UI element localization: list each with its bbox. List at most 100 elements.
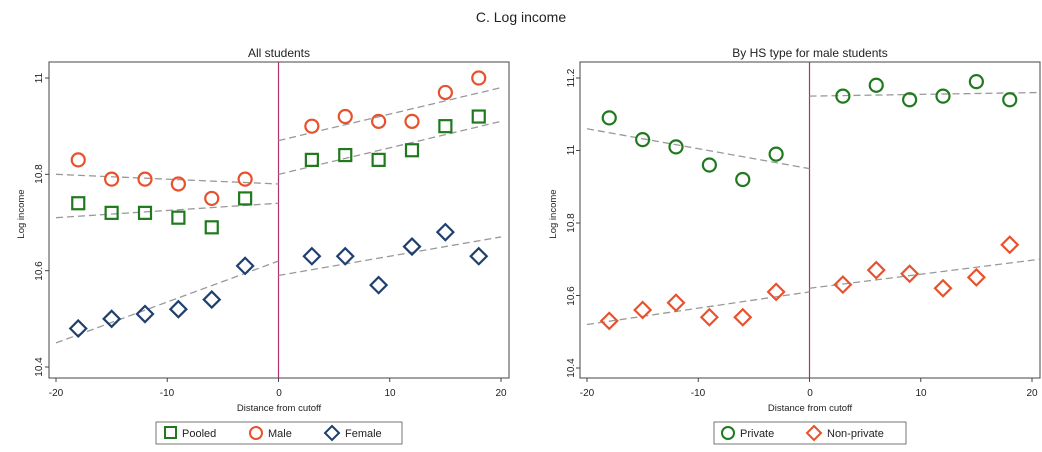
data-point — [171, 210, 186, 225]
data-point — [835, 88, 851, 104]
x-tick-label: 10 — [384, 388, 396, 399]
legend-label: Male — [268, 428, 292, 440]
y-tick-label: 11 — [34, 72, 45, 83]
data-point — [435, 222, 455, 242]
data-point — [1000, 235, 1020, 255]
data-point — [237, 171, 253, 187]
legend-circle-marker — [721, 426, 735, 440]
fit-line-right — [278, 236, 502, 277]
legend-box — [155, 421, 403, 445]
data-point — [404, 143, 420, 158]
data-point — [371, 152, 386, 167]
data-point — [935, 88, 951, 104]
x-tick-label: -20 — [49, 388, 64, 399]
data-point — [135, 304, 155, 324]
legend: Pooled Male Female — [155, 421, 403, 445]
legend-label: Female — [345, 428, 382, 440]
data-point — [668, 139, 684, 155]
data-point — [104, 171, 120, 187]
y-ticks: 10.4 10.6 10.8 11 — [34, 72, 45, 376]
data-point — [968, 74, 984, 90]
data-point — [766, 282, 786, 302]
data-point — [438, 119, 453, 134]
data-point — [868, 77, 884, 93]
data-point — [102, 309, 122, 329]
legend-circle-marker — [249, 426, 263, 440]
data-point — [833, 275, 853, 295]
chart-by-hs-type: By HS type for male students Log income … — [548, 46, 1041, 445]
data-point — [304, 152, 319, 167]
fit-line-left — [586, 291, 810, 326]
data-point — [404, 113, 420, 129]
y-ticks: 10.4 10.6 10.8 11 11.2 — [566, 68, 577, 378]
data-point — [202, 290, 222, 310]
fit-line-right — [809, 258, 1041, 289]
data-point — [733, 307, 753, 327]
data-point — [966, 267, 986, 287]
chart-title: By HS type for male students — [732, 46, 887, 60]
legend-box — [713, 421, 907, 445]
data-point — [735, 171, 751, 188]
data-point — [666, 293, 686, 313]
data-point — [369, 275, 389, 295]
data-point — [170, 176, 186, 192]
data-point — [402, 237, 422, 257]
data-point — [70, 152, 86, 168]
data-point — [302, 246, 322, 266]
x-axis-label: Distance from cutoff — [768, 403, 853, 414]
fit-line-left — [55, 173, 279, 185]
x-axis-label: Distance from cutoff — [237, 403, 322, 414]
data-point — [471, 70, 487, 86]
x-tick-label: 0 — [276, 388, 282, 399]
data-point — [601, 110, 617, 126]
data-point — [866, 260, 886, 280]
chart-title: All students — [248, 46, 310, 60]
fit-line-right — [809, 91, 1041, 97]
y-tick-label: 10.8 — [566, 213, 577, 233]
y-axis-label: Log income — [548, 189, 559, 238]
y-tick-label: 11.2 — [566, 68, 577, 87]
data-point — [701, 157, 717, 173]
data-point — [437, 84, 453, 101]
data-point — [335, 246, 355, 266]
y-axis-label: Log income — [16, 189, 27, 238]
y-tick-label: 10.8 — [34, 164, 45, 184]
x-tick-label: 20 — [495, 388, 507, 399]
data-point — [137, 171, 153, 187]
data-point — [699, 307, 719, 327]
y-tick-label: 10.4 — [34, 357, 45, 377]
data-point — [635, 132, 651, 148]
y-tick-label: 10.6 — [34, 261, 45, 281]
x-tick-label: 0 — [807, 388, 813, 399]
x-tick-label: -10 — [691, 388, 706, 399]
y-tick-label: 10.4 — [566, 358, 577, 378]
data-point — [469, 246, 489, 266]
data-point — [337, 108, 353, 125]
x-tick-label: -10 — [160, 388, 175, 399]
data-point — [204, 220, 219, 235]
y-tick-label: 10.6 — [566, 286, 577, 306]
y-tick-label: 11 — [566, 144, 577, 155]
data-point — [1002, 92, 1018, 108]
data-point — [304, 118, 320, 134]
chart-all-students: All students Log income Distance from cu… — [16, 46, 510, 445]
data-point — [371, 113, 387, 129]
data-point — [902, 92, 918, 108]
data-point — [104, 205, 119, 220]
legend-diamond-marker — [805, 424, 823, 442]
legend: Private Non-private — [713, 421, 907, 445]
data-point — [137, 205, 153, 220]
x-ticks: -20 -10 0 10 20 — [580, 388, 1038, 399]
legend-label: Non-private — [827, 428, 884, 440]
data-point — [71, 196, 86, 211]
data-point — [900, 264, 920, 284]
data-point — [933, 278, 953, 298]
legend-label: Pooled — [182, 428, 216, 440]
data-point — [68, 318, 88, 339]
figure-title: C. Log income — [476, 9, 566, 25]
data-point — [204, 190, 220, 207]
data-point — [633, 300, 653, 320]
legend-square-marker — [164, 426, 177, 439]
